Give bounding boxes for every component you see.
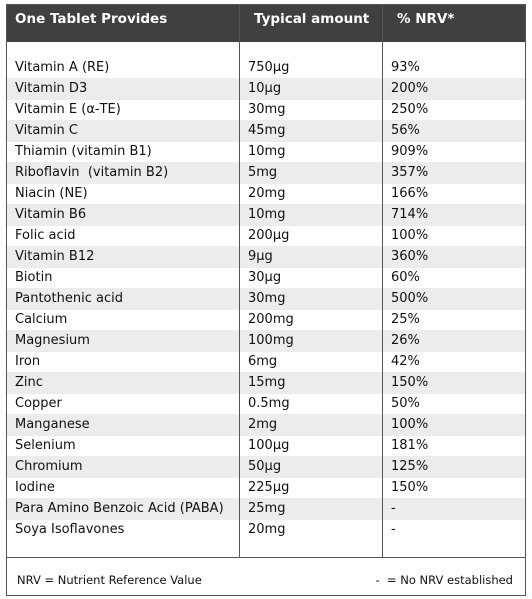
cell: 6mg — [248, 353, 278, 369]
footer-note: - = No NRV established — [375, 573, 513, 587]
row-stripe — [7, 498, 525, 520]
column-line — [382, 5, 383, 557]
cell: 2mg — [248, 416, 278, 432]
cell: 166% — [391, 185, 429, 201]
cell: 5mg — [248, 164, 278, 180]
header-cell: Typical amount — [254, 11, 370, 27]
cell: 26% — [391, 332, 420, 348]
cell: 45mg — [248, 122, 286, 138]
cell: 150% — [391, 479, 429, 495]
column-line — [239, 5, 240, 557]
cell: 20mg — [248, 521, 286, 537]
cell: Iron — [15, 353, 41, 369]
cell: - — [391, 500, 396, 516]
cell: 150% — [391, 374, 429, 390]
row-stripe — [7, 120, 525, 142]
row-stripe — [7, 330, 525, 352]
cell: Manganese — [15, 416, 90, 432]
cell: Thiamin (vitamin B1) — [15, 143, 152, 159]
cell: 10mg — [248, 143, 286, 159]
cell: Chromium — [15, 458, 83, 474]
cell: 9µg — [248, 248, 273, 264]
cell: 750µg — [248, 59, 290, 75]
cell: 100µg — [248, 437, 290, 453]
cell: 357% — [391, 164, 429, 180]
cell: Biotin — [15, 269, 53, 285]
cell: Vitamin E (α-TE) — [15, 101, 121, 117]
cell: Vitamin A (RE) — [15, 59, 110, 75]
cell: Para Amino Benzoic Acid (PABA) — [15, 500, 224, 516]
cell: 25mg — [248, 500, 286, 516]
cell: 30µg — [248, 269, 282, 285]
cell: Folic acid — [15, 227, 76, 243]
cell: 125% — [391, 458, 429, 474]
cell: Zinc — [15, 374, 43, 390]
cell: 56% — [391, 122, 420, 138]
row-stripe — [7, 372, 525, 394]
row-stripe — [7, 246, 525, 268]
cell: 20mg — [248, 185, 286, 201]
cell: Soya Isoflavones — [15, 521, 125, 537]
cell: 30mg — [248, 101, 286, 117]
cell: Niacin (NE) — [15, 185, 88, 201]
cell: 225µg — [248, 479, 290, 495]
row-stripe — [7, 456, 525, 478]
cell: 10mg — [248, 206, 286, 222]
header-bar — [7, 5, 525, 42]
nutrition-table: One Tablet Provides Typical amount % NRV… — [6, 4, 526, 596]
cell: 0.5mg — [248, 395, 290, 411]
cell: 42% — [391, 353, 420, 369]
cell: 100mg — [248, 332, 294, 348]
cell: 250% — [391, 101, 429, 117]
cell: 50µg — [248, 458, 282, 474]
cell: - — [391, 521, 396, 537]
cell: Iodine — [15, 479, 55, 495]
cell: 200mg — [248, 311, 294, 327]
cell: 909% — [391, 143, 429, 159]
cell: Copper — [15, 395, 62, 411]
row-stripe — [7, 414, 525, 436]
cell: 100% — [391, 227, 429, 243]
footer-line — [7, 557, 525, 558]
header-cell: One Tablet Provides — [15, 11, 168, 27]
cell: 200µg — [248, 227, 290, 243]
cell: Calcium — [15, 311, 68, 327]
header-cell: % NRV* — [397, 11, 455, 27]
cell: 10µg — [248, 80, 282, 96]
cell: 360% — [391, 248, 429, 264]
cell: Magnesium — [15, 332, 90, 348]
cell: Vitamin C — [15, 122, 79, 138]
cell: 100% — [391, 416, 429, 432]
cell: 60% — [391, 269, 420, 285]
cell: 25% — [391, 311, 420, 327]
footer-note: NRV = Nutrient Reference Value — [17, 573, 202, 587]
cell: Pantothenic acid — [15, 290, 123, 306]
cell: 30mg — [248, 290, 286, 306]
cell: 93% — [391, 59, 420, 75]
cell: 714% — [391, 206, 429, 222]
cell: Vitamin B12 — [15, 248, 95, 264]
cell: 181% — [391, 437, 429, 453]
cell: 15mg — [248, 374, 286, 390]
cell: 500% — [391, 290, 429, 306]
row-stripe — [7, 288, 525, 310]
cell: Selenium — [15, 437, 76, 453]
row-stripe — [7, 204, 525, 226]
row-stripe — [7, 78, 525, 100]
row-stripe — [7, 162, 525, 184]
cell: 200% — [391, 80, 429, 96]
cell: Riboflavin (vitamin B2) — [15, 164, 169, 180]
cell: Vitamin B6 — [15, 206, 87, 222]
cell: Vitamin D3 — [15, 80, 88, 96]
cell: 50% — [391, 395, 420, 411]
